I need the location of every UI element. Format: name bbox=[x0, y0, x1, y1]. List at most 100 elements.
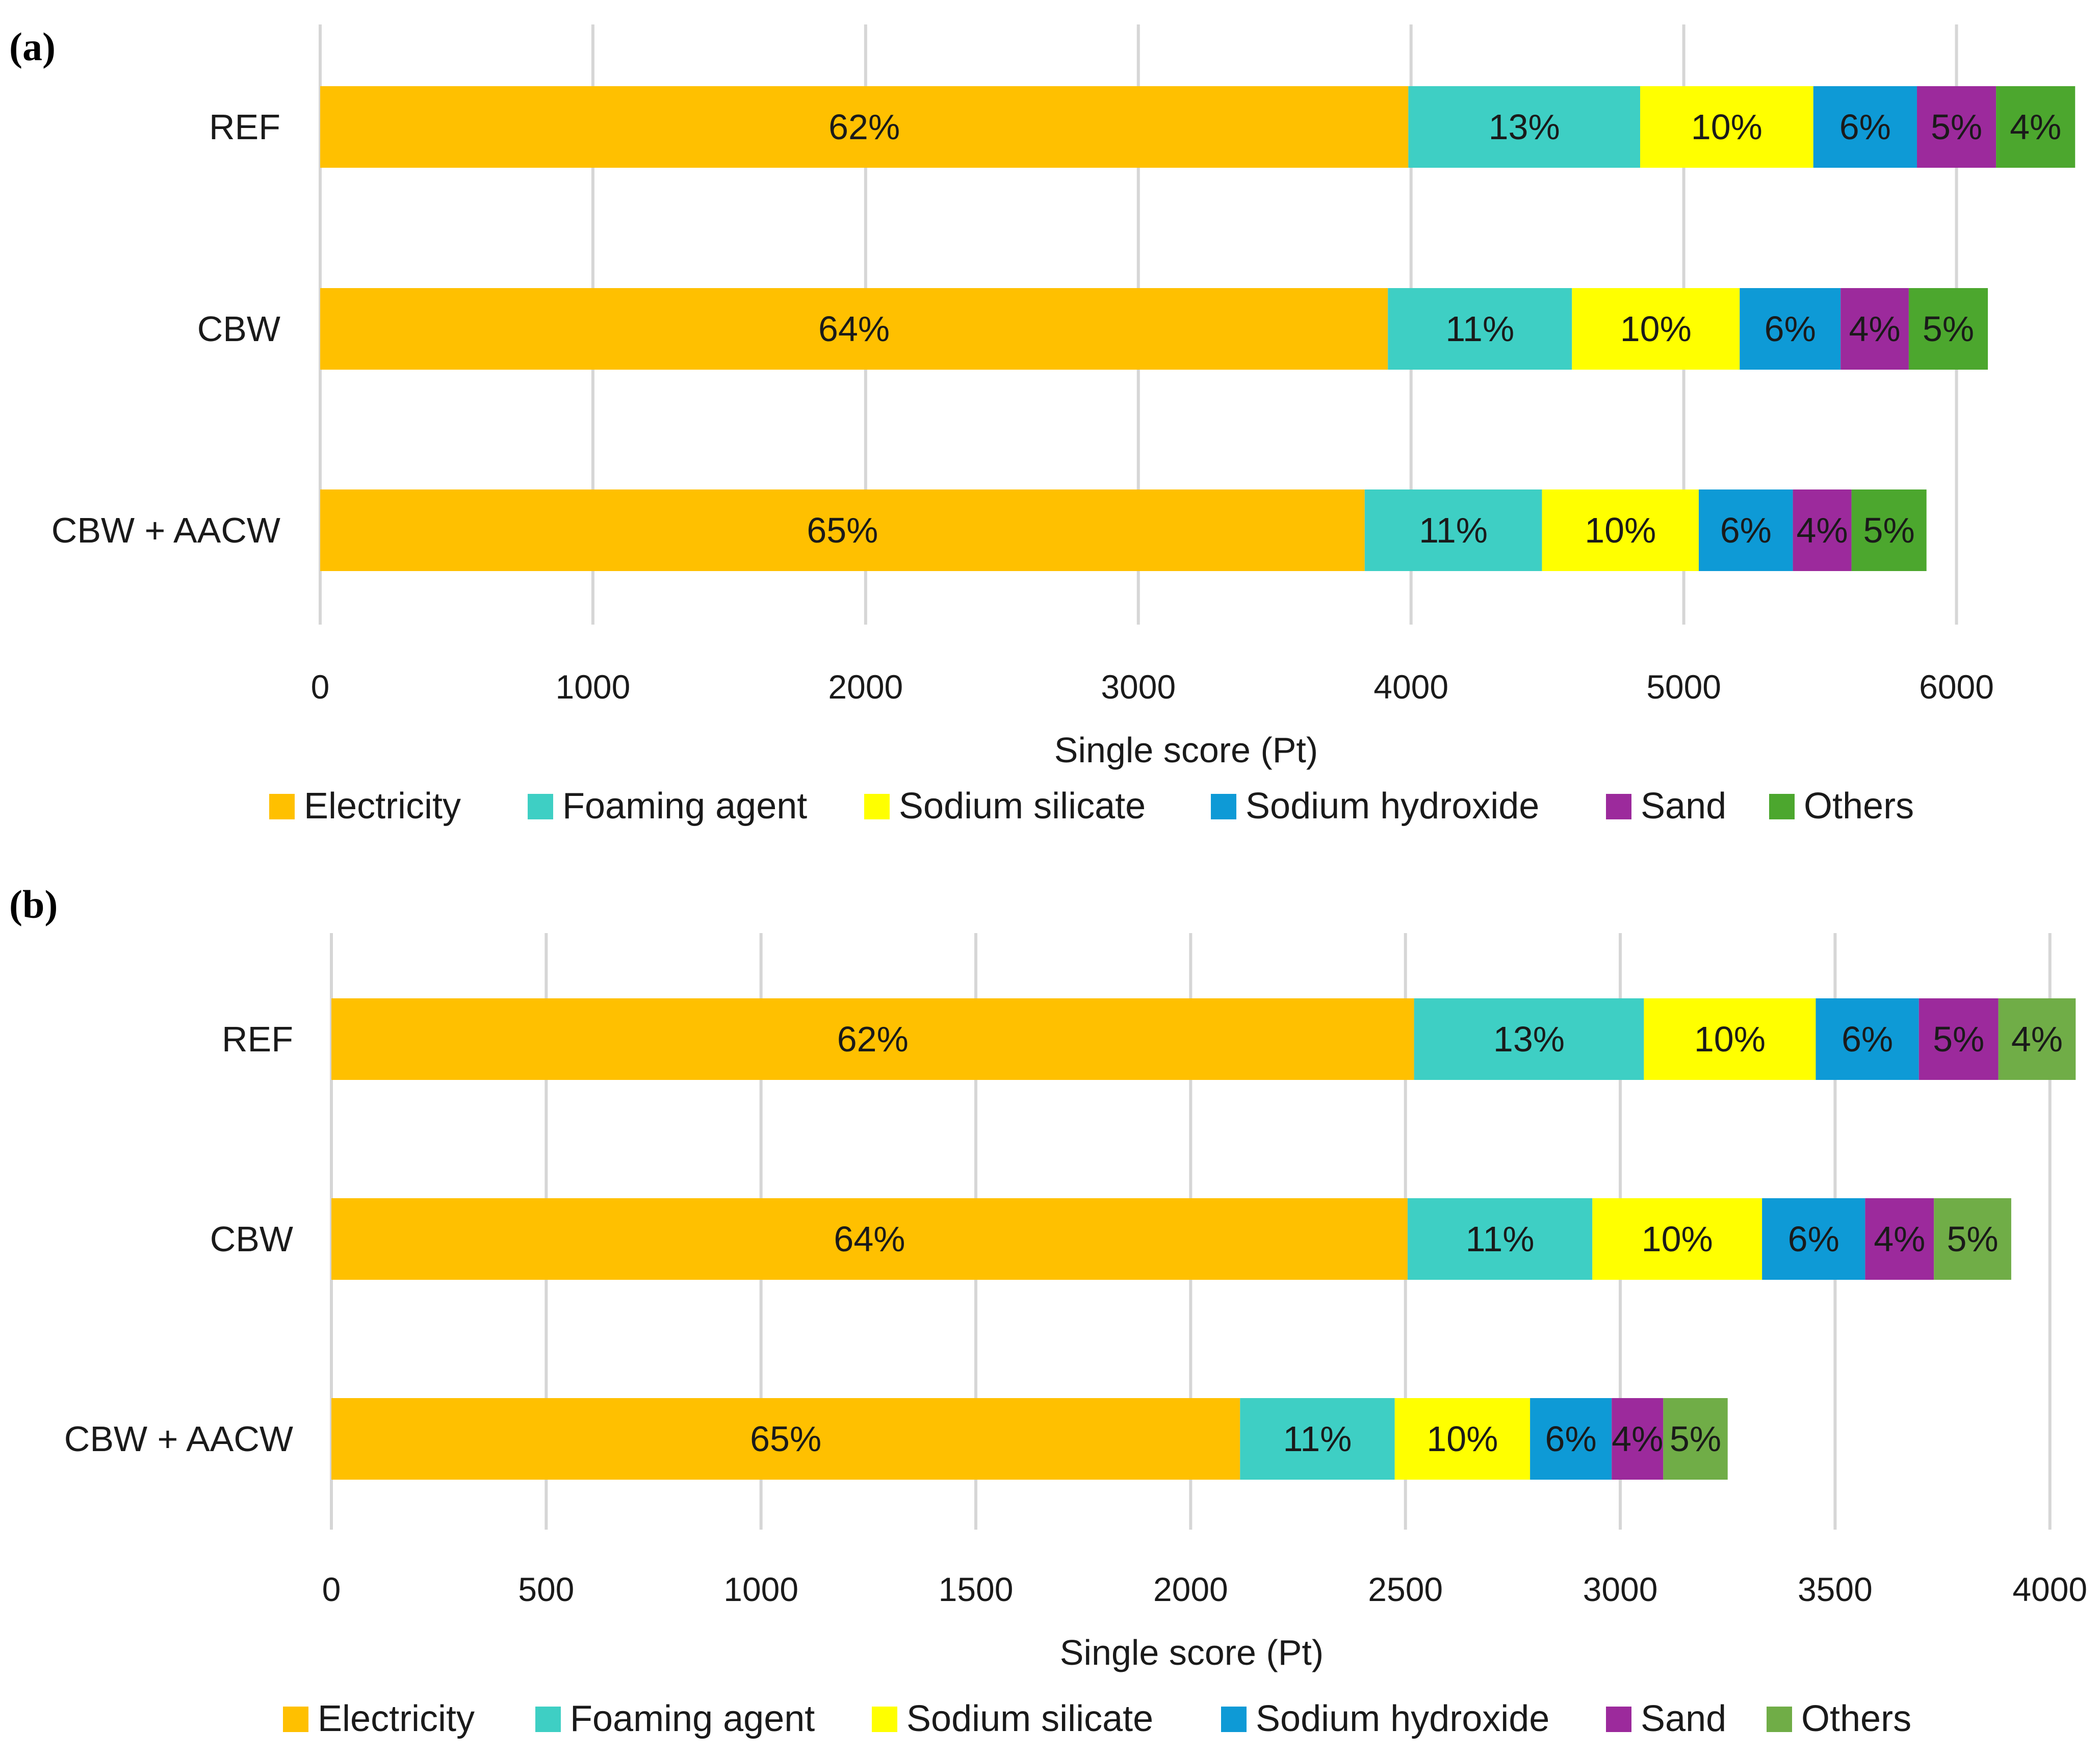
chart-a-category-label-ref: REF bbox=[209, 107, 280, 147]
chart-a-legend-label-electricity: Electricity bbox=[304, 786, 461, 827]
chart-b-bar-cbw-others bbox=[1934, 1198, 2011, 1280]
chart-a-bar-cbw-foaming-agent bbox=[1388, 288, 1572, 370]
chart-b-panel-label: (b) bbox=[9, 882, 58, 926]
chart-b-bar-ref-others bbox=[1998, 998, 2076, 1080]
chart-a: (a) 0 1000 2000 3000 4000 5000 6000 REF CBW CBW + … bbox=[9, 24, 2076, 827]
chart-b-data-label-ref-others: 4% bbox=[2011, 1019, 2063, 1059]
chart-a-bar-ref-electricity bbox=[320, 86, 1409, 168]
chart-a-data-label-ref-sodium-silicate: 10% bbox=[1691, 107, 1762, 147]
chart-a-legend-swatch-sodium-silicate bbox=[864, 794, 890, 819]
chart-b-data-label-cbw-aacw-electricity: 65% bbox=[750, 1419, 821, 1459]
chart-a-x-tick-label-1000: 1000 bbox=[556, 668, 631, 706]
chart-b-legend-label-electricity: Electricity bbox=[318, 1698, 475, 1739]
chart-a-x-tick-label-4000: 4000 bbox=[1373, 668, 1448, 706]
chart-b-legend-swatch-sodium-silicate bbox=[872, 1707, 897, 1732]
chart-b: (b) 0 500 1000 1500 2000 2500 3000 3500 4000 REF CB… bbox=[9, 882, 2087, 1739]
chart-a-data-label-cbw-foaming-agent: 11% bbox=[1445, 309, 1514, 349]
chart-a-data-label-cbw-aacw-sodium-silicate: 10% bbox=[1585, 510, 1656, 550]
chart-b-legend-swatch-sand bbox=[1606, 1707, 1631, 1732]
chart-a-legend-label-sand: Sand bbox=[1641, 786, 1726, 827]
chart-a-bar-cbw-aacw-electricity bbox=[320, 489, 1365, 571]
chart-a-data-label-ref-electricity: 62% bbox=[828, 107, 900, 147]
chart-a-legend-swatch-electricity bbox=[269, 794, 295, 819]
chart-a-bar-cbw-sand bbox=[1840, 288, 1909, 370]
chart-b-x-tick-label-0: 0 bbox=[322, 1570, 341, 1608]
chart-b-x-tick-label-1000: 1000 bbox=[723, 1570, 798, 1608]
chart-a-bar-ref-others bbox=[1996, 86, 2076, 168]
chart-b-legend-label-sodium-hydroxide: Sodium hydroxide bbox=[1256, 1698, 1549, 1739]
chart-b-bar-ref-electricity bbox=[331, 998, 1414, 1080]
chart-b-data-label-cbw-aacw-others: 5% bbox=[1670, 1419, 1721, 1459]
chart-a-bar-ref-foaming-agent bbox=[1408, 86, 1641, 168]
chart-b-legend-swatch-foaming-agent bbox=[535, 1707, 561, 1732]
chart-b-x-tick-label-1500: 1500 bbox=[939, 1570, 1014, 1608]
chart-a-panel-label: (a) bbox=[9, 24, 56, 69]
chart-b-legend-label-others: Others bbox=[1801, 1698, 1911, 1739]
chart-b-x-tick-label-500: 500 bbox=[518, 1570, 574, 1608]
chart-b-bar-ref-foaming-agent bbox=[1414, 998, 1644, 1080]
chart-b-bar-cbw-aacw-electricity bbox=[331, 1398, 1240, 1480]
chart-a-data-label-cbw-sand: 4% bbox=[1849, 309, 1900, 349]
chart-a-data-label-cbw-aacw-sodium-hydroxide: 6% bbox=[1720, 510, 1772, 550]
chart-a-data-label-cbw-aacw-sand: 4% bbox=[1797, 510, 1848, 550]
chart-a-category-label-cbw-aacw: CBW + AACW bbox=[51, 510, 280, 550]
chart-b-bar-ref-sodium-hydroxide bbox=[1816, 998, 1919, 1080]
chart-b-category-label-cbw-aacw: CBW + AACW bbox=[64, 1419, 293, 1459]
chart-a-bar-cbw-aacw-sodium-hydroxide bbox=[1699, 489, 1793, 571]
chart-b-x-tick-label-3500: 3500 bbox=[1798, 1570, 1873, 1608]
chart-b-data-label-cbw-sodium-hydroxide: 6% bbox=[1788, 1219, 1839, 1259]
chart-a-bar-cbw-others bbox=[1908, 288, 1988, 370]
chart-a-legend-label-others: Others bbox=[1804, 786, 1914, 827]
chart-a-bar-cbw-sodium-silicate bbox=[1572, 288, 1740, 370]
chart-b-bar-cbw-sodium-hydroxide bbox=[1762, 1198, 1865, 1280]
chart-a-x-tick-label-3000: 3000 bbox=[1101, 668, 1176, 706]
chart-a-data-label-cbw-electricity: 64% bbox=[818, 309, 890, 349]
chart-a-x-tick-label-2000: 2000 bbox=[828, 668, 903, 706]
chart-a-data-label-ref-foaming-agent: 13% bbox=[1489, 107, 1560, 147]
chart-b-data-label-cbw-electricity: 64% bbox=[834, 1219, 905, 1259]
chart-a-data-label-ref-others: 4% bbox=[2010, 107, 2061, 147]
chart-a-legend-label-sodium-silicate: Sodium silicate bbox=[899, 786, 1146, 827]
chart-b-bar-ref-sodium-silicate bbox=[1644, 998, 1816, 1080]
chart-b-data-label-cbw-sand: 4% bbox=[1874, 1219, 1925, 1259]
chart-b-data-label-cbw-others: 5% bbox=[1947, 1219, 1998, 1259]
chart-a-category-label-cbw: CBW bbox=[197, 309, 280, 349]
chart-a-bar-cbw-aacw-sand bbox=[1793, 489, 1852, 571]
chart-b-data-label-cbw-sodium-silicate: 10% bbox=[1642, 1219, 1713, 1259]
chart-b-data-label-cbw-foaming-agent: 11% bbox=[1466, 1219, 1535, 1259]
chart-b-data-label-cbw-aacw-sand: 4% bbox=[1612, 1419, 1663, 1459]
chart-b-x-axis-title: Single score (Pt) bbox=[1060, 1633, 1324, 1672]
chart-a-data-label-cbw-aacw-electricity: 65% bbox=[807, 510, 878, 550]
chart-b-bar-cbw-electricity bbox=[331, 1198, 1408, 1280]
chart-b-bar-cbw-aacw-sand bbox=[1612, 1398, 1664, 1480]
chart-a-x-tick-label-0: 0 bbox=[311, 668, 330, 706]
chart-a-data-label-cbw-sodium-hydroxide: 6% bbox=[1765, 309, 1816, 349]
chart-b-legend-label-foaming-agent: Foaming agent bbox=[570, 1698, 815, 1739]
chart-b-bar-cbw-aacw-sodium-hydroxide bbox=[1530, 1398, 1612, 1480]
chart-b-bar-cbw-aacw-foaming-agent bbox=[1240, 1398, 1395, 1480]
chart-b-x-tick-label-4000: 4000 bbox=[2012, 1570, 2087, 1608]
chart-b-bar-cbw-aacw-others bbox=[1663, 1398, 1728, 1480]
chart-a-bar-cbw-aacw-foaming-agent bbox=[1364, 489, 1542, 571]
chart-a-data-label-ref-sodium-hydroxide: 6% bbox=[1839, 107, 1891, 147]
chart-a-legend-swatch-sand bbox=[1606, 794, 1631, 819]
chart-b-legend-label-sand: Sand bbox=[1641, 1698, 1726, 1739]
chart-a-x-axis-title: Single score (Pt) bbox=[1054, 730, 1318, 770]
chart-a-data-label-cbw-aacw-foaming-agent: 11% bbox=[1419, 510, 1488, 550]
chart-b-data-label-cbw-aacw-foaming-agent: 11% bbox=[1283, 1419, 1352, 1459]
chart-b-data-label-cbw-aacw-sodium-hydroxide: 6% bbox=[1545, 1419, 1597, 1459]
chart-a-bar-cbw-electricity bbox=[320, 288, 1388, 370]
chart-a-bar-ref-sand bbox=[1916, 86, 1997, 168]
chart-b-legend-swatch-sodium-hydroxide bbox=[1221, 1707, 1247, 1732]
chart-a-bar-ref-sodium-hydroxide bbox=[1813, 86, 1917, 168]
chart-a-x-tick-label-6000: 6000 bbox=[1919, 668, 1994, 706]
chart-b-x-tick-label-3000: 3000 bbox=[1583, 1570, 1658, 1608]
chart-b-legend-label-sodium-silicate: Sodium silicate bbox=[906, 1698, 1153, 1739]
chart-b-bar-cbw-sand bbox=[1865, 1198, 1934, 1280]
chart-b-bar-cbw-sodium-silicate bbox=[1592, 1198, 1762, 1280]
chart-a-bar-cbw-aacw-sodium-silicate bbox=[1542, 489, 1699, 571]
chart-a-data-label-ref-sand: 5% bbox=[1931, 107, 1982, 147]
chart-a-legend-swatch-foaming-agent bbox=[528, 794, 553, 819]
chart-b-data-label-cbw-aacw-sodium-silicate: 10% bbox=[1427, 1419, 1498, 1459]
